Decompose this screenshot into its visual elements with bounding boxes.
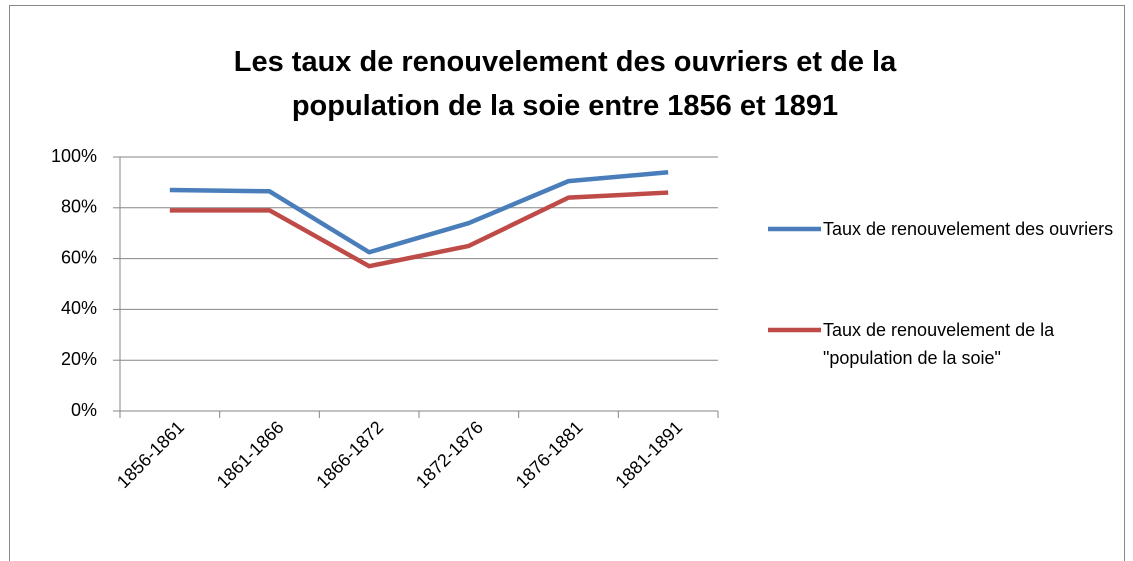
y-tick-label: 0% [71, 400, 97, 420]
x-tick-label: 1861-1866 [213, 417, 288, 492]
y-tick-label: 60% [61, 247, 97, 267]
series-line [169, 190, 669, 269]
x-tick-label: 1866-1872 [312, 417, 387, 492]
x-tick-label: 1881-1891 [611, 417, 686, 492]
y-tick-label: 20% [61, 349, 97, 369]
y-tick-label: 100% [51, 146, 97, 166]
chart-title: Les taux de renouvelement des ouvriers e… [233, 46, 897, 122]
x-tick-label: 1876-1881 [512, 417, 587, 492]
x-tick-label: 1872-1876 [412, 417, 487, 492]
series-line [169, 169, 669, 255]
y-tick-label: 80% [61, 197, 97, 217]
x-tick-label: 1856-1861 [113, 417, 188, 492]
chart-frame [9, 5, 1125, 561]
y-tick-label: 40% [61, 298, 97, 318]
legend-label: Taux de renouvelement de la "population … [823, 320, 1055, 368]
legend-label: Taux de renouvelement des ouvriers [823, 219, 1114, 239]
